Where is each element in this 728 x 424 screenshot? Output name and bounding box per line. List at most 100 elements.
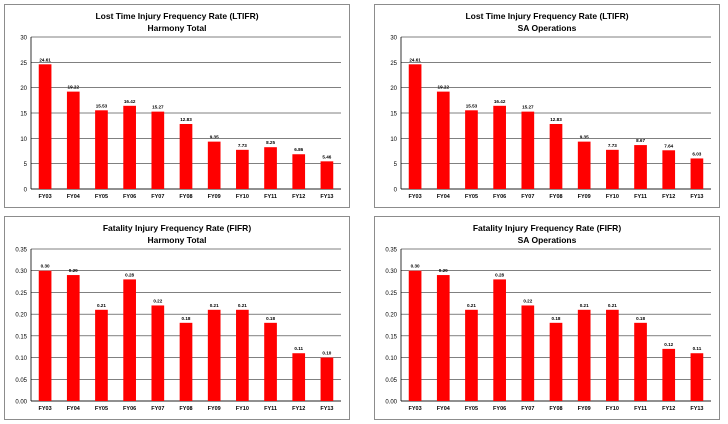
- x-tick-label: FY11: [634, 406, 647, 412]
- data-label: 0.18: [636, 316, 645, 321]
- bar-fy09: [577, 141, 591, 189]
- y-tick-label: 0.30: [385, 269, 397, 275]
- bar-fy11: [634, 145, 647, 189]
- data-label: 12.83: [180, 117, 192, 122]
- y-tick-label: 0.10: [385, 356, 397, 362]
- bar-fy09: [577, 309, 591, 401]
- y-tick-label: 0.05: [15, 378, 27, 384]
- data-label: 0.30: [411, 264, 420, 269]
- data-label: 0.21: [238, 303, 247, 308]
- bar-fy13: [320, 161, 334, 189]
- bar-chart-plot: 0 5 10 15 20 25 30 24.61 FY03 19.22 FY04 15.53 FY05 1…: [390, 36, 711, 200]
- data-label: 9.35: [580, 135, 589, 140]
- data-label: 6.03: [692, 151, 701, 156]
- x-tick-label: FY13: [690, 194, 703, 200]
- bar-fy10: [606, 309, 619, 401]
- x-tick-label: FY13: [690, 406, 703, 412]
- x-tick-label: FY05: [95, 406, 108, 412]
- x-tick-label: FY06: [123, 406, 136, 412]
- data-label: 0.29: [69, 268, 78, 273]
- chart-subtitle: Harmony Total: [147, 23, 207, 33]
- data-label: 5.46: [322, 154, 331, 159]
- x-tick-label: FY11: [264, 194, 277, 200]
- data-label: 0.28: [495, 272, 504, 277]
- bar-fy05: [465, 110, 478, 189]
- data-label: 0.22: [153, 298, 162, 303]
- bar-fy04: [66, 91, 80, 189]
- y-tick-label: 5: [394, 162, 398, 168]
- data-label: 8.25: [266, 140, 275, 145]
- chart-title: Fatality Injury Frequency Rate (FIFR): [472, 223, 622, 233]
- bar-fy12: [292, 353, 306, 401]
- bar-fy08: [179, 123, 193, 189]
- chart-title: Fatality Injury Frequency Rate (FIFR): [102, 223, 252, 233]
- x-tick-label: FY06: [493, 194, 506, 200]
- y-tick-label: 25: [20, 61, 27, 67]
- x-tick-label: FY09: [578, 406, 591, 412]
- bar-fy10: [236, 309, 249, 401]
- x-tick-label: FY04: [437, 406, 451, 412]
- x-tick-label: FY08: [179, 406, 192, 412]
- y-tick-label: 25: [390, 61, 397, 67]
- x-tick-label: FY03: [409, 194, 422, 200]
- x-tick-label: FY10: [236, 194, 249, 200]
- x-tick-label: FY03: [39, 406, 52, 412]
- x-tick-label: FY03: [39, 194, 52, 200]
- data-label: 24.61: [409, 57, 421, 62]
- y-tick-label: 5: [24, 162, 28, 168]
- bar-fy06: [493, 105, 506, 189]
- data-label: 0.22: [523, 298, 532, 303]
- bar-chart-plot: 0.00 0.05 0.10 0.15 0.20 0.25 0.30 0.35 0.30 FY03…: [385, 248, 711, 412]
- bar-fy08: [549, 322, 563, 401]
- x-tick-label: FY06: [493, 406, 506, 412]
- bar-fy12: [292, 154, 306, 189]
- data-label: 15.27: [522, 105, 534, 110]
- y-tick-label: 30: [390, 36, 397, 42]
- data-label: 16.42: [494, 99, 506, 104]
- x-tick-label: FY05: [465, 406, 478, 412]
- bar-fy13: [690, 158, 704, 189]
- bar-fy12: [662, 348, 676, 401]
- x-tick-label: FY12: [662, 194, 675, 200]
- bar-fy11: [264, 322, 277, 401]
- bar-fy08: [179, 322, 193, 401]
- y-tick-label: 0.30: [15, 269, 27, 275]
- bar-fy06: [123, 279, 136, 401]
- data-label: 0.21: [97, 303, 106, 308]
- y-tick-label: 0.10: [15, 356, 27, 362]
- bar-fy06: [123, 105, 136, 189]
- bar-fy12: [662, 150, 676, 189]
- x-tick-label: FY07: [151, 406, 164, 412]
- bar-fy06: [493, 279, 506, 401]
- y-tick-label: 0.00: [15, 400, 27, 406]
- chart-fifr-sa-operations: Fatality Injury Frequency Rate (FIFR) SA…: [374, 216, 720, 420]
- data-label: 7.73: [608, 143, 617, 148]
- data-label: 0.18: [552, 316, 561, 321]
- bar-fy09: [207, 141, 221, 189]
- chart-subtitle: Harmony Total: [147, 235, 207, 245]
- data-label: 0.11: [294, 346, 303, 351]
- bar-fy07: [521, 305, 535, 401]
- bar-fy10: [236, 149, 249, 189]
- y-tick-label: 0.20: [385, 313, 397, 319]
- x-tick-label: FY04: [437, 194, 451, 200]
- x-tick-label: FY08: [179, 194, 192, 200]
- x-tick-label: FY07: [521, 406, 534, 412]
- bar-fy03: [38, 270, 52, 401]
- bar-fy03: [408, 270, 422, 401]
- data-label: 0.21: [580, 303, 589, 308]
- x-tick-label: FY04: [67, 406, 81, 412]
- bar-fy05: [95, 110, 108, 189]
- bar-fy10: [606, 149, 619, 189]
- bar-fy05: [465, 309, 478, 401]
- bar-fy04: [436, 275, 450, 401]
- x-tick-label: FY09: [208, 194, 221, 200]
- x-tick-label: FY05: [95, 194, 108, 200]
- y-tick-label: 30: [20, 36, 27, 42]
- chart-title: Lost Time Injury Frequency Rate (LTIFR): [95, 11, 259, 21]
- data-label: 19.22: [438, 85, 450, 90]
- data-label: 0.18: [266, 316, 275, 321]
- bar-chart-plot: 0 5 10 15 20 25 30 24.61 FY03 19.22 FY04 15.53 FY05 1…: [20, 36, 341, 200]
- bar-fy03: [38, 64, 52, 189]
- data-label: 8.67: [636, 138, 645, 143]
